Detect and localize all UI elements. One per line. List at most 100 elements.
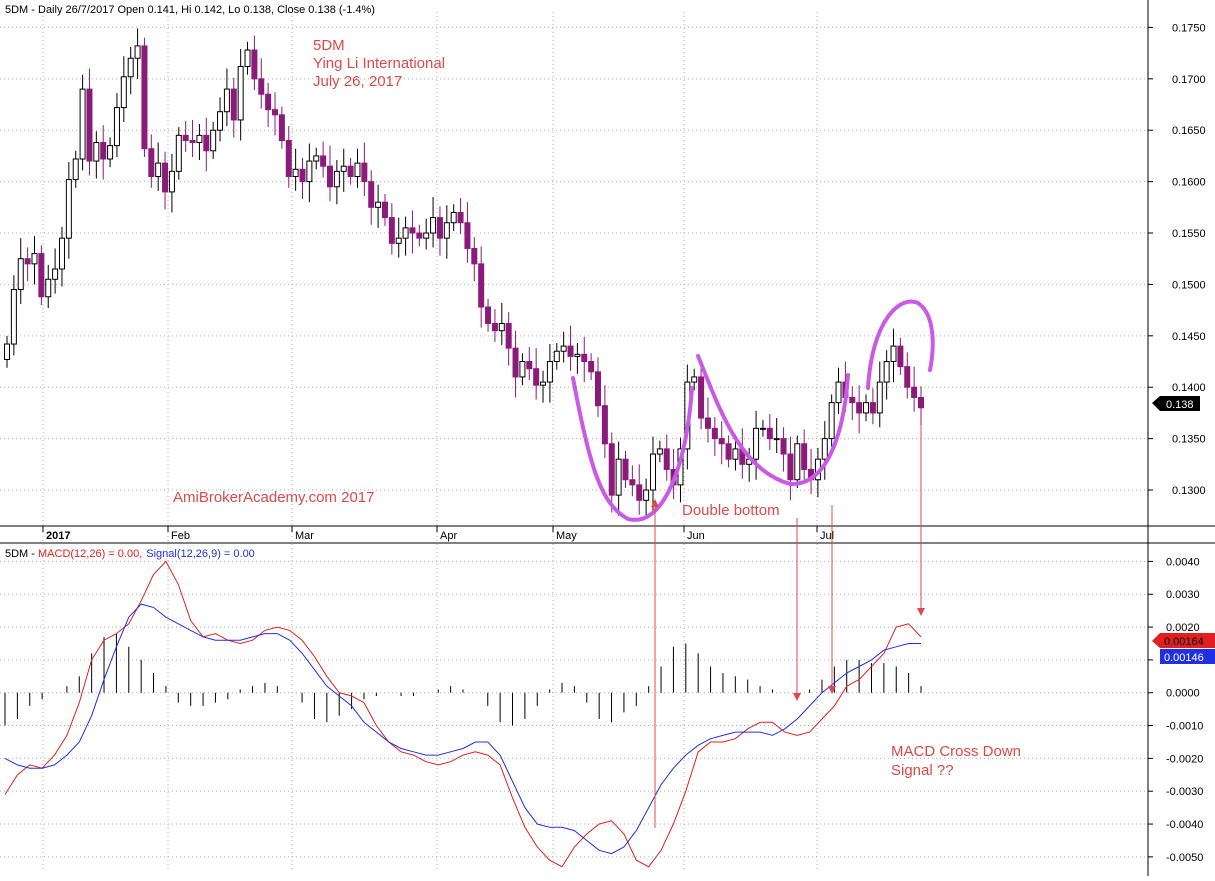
candle-body <box>58 237 65 270</box>
candle <box>615 441 622 516</box>
month-label: May <box>556 530 577 542</box>
month-label: Jun <box>687 530 705 542</box>
last-price-value: 0.138 <box>1166 399 1194 411</box>
price-axis-ticks: 0.1300 0.1350 0.1400 0.1450 0.1500 0.1550 0.16… <box>1148 22 1206 497</box>
arrow-head-2 <box>793 693 801 701</box>
cross-down-annotation-line2: Signal ?? <box>891 762 954 779</box>
candle-body <box>918 397 924 409</box>
candle-body <box>787 453 794 481</box>
candle <box>794 435 801 488</box>
candle-body <box>581 353 588 363</box>
candle <box>168 153 175 213</box>
candle-body <box>299 168 306 183</box>
macd-header-prefix: 5DM - <box>5 548 38 560</box>
candle <box>134 28 141 79</box>
candle <box>237 49 244 141</box>
candle <box>86 68 93 176</box>
candle <box>856 385 863 434</box>
macd-tick-label: -0.0040 <box>1166 819 1203 831</box>
candle-body <box>601 405 608 445</box>
candle <box>196 124 203 161</box>
price-tick-label: 0.1550 <box>1172 228 1206 240</box>
candle-body <box>883 361 890 383</box>
candle <box>869 388 876 425</box>
macd-grid <box>0 12 1148 870</box>
candle-body <box>835 381 842 404</box>
candle <box>189 119 196 157</box>
candle <box>808 448 815 495</box>
candle-body <box>45 278 52 298</box>
candle <box>251 35 258 91</box>
candle-body <box>223 88 230 113</box>
candle <box>299 157 306 200</box>
candle-body <box>821 438 828 460</box>
candle <box>622 450 629 488</box>
candle-body <box>780 438 787 455</box>
candle <box>911 366 918 412</box>
price-tick-label: 0.1700 <box>1172 74 1206 86</box>
macd-tick-label: -0.0020 <box>1166 753 1203 765</box>
candle-body <box>876 381 883 414</box>
candle <box>148 134 155 188</box>
candle <box>725 435 732 468</box>
month-label: Jul <box>820 530 834 542</box>
candle <box>890 328 897 383</box>
candle-body <box>381 201 388 219</box>
candle <box>849 386 856 421</box>
macd-axis-ticks: 0.00400.00300.00200.00100.0000-0.0010-0.… <box>1148 556 1203 864</box>
candle <box>629 465 636 497</box>
month-label: 2017 <box>46 530 70 542</box>
candle-body <box>622 458 629 481</box>
candle <box>711 417 718 457</box>
price-tick-label: 0.1500 <box>1172 279 1206 291</box>
candle <box>471 237 478 282</box>
macd-header: 5DM - MACD(12,26) = 0.00, Signal(12,26,9)… <box>5 548 255 560</box>
candle-body <box>388 217 395 244</box>
candle <box>718 421 725 465</box>
candle-body <box>251 49 258 80</box>
macd-header-signal: Signal(12,26,9) = 0.00 <box>146 548 255 560</box>
candle-body <box>86 88 93 162</box>
candle-body <box>100 142 107 160</box>
candle-body <box>375 201 382 208</box>
candle-body <box>773 438 780 441</box>
candle <box>326 145 333 202</box>
candle <box>773 418 780 454</box>
price-tick-label: 0.1300 <box>1172 485 1206 497</box>
candle <box>876 361 883 428</box>
candle-body <box>141 45 148 150</box>
macd-tick-label: 0.0020 <box>1166 622 1200 634</box>
candle <box>175 127 182 180</box>
candle-body <box>574 353 581 357</box>
candle-body <box>79 88 86 160</box>
macd-tick-label: 0.0030 <box>1166 589 1200 601</box>
candle <box>272 92 279 136</box>
candle <box>45 264 52 309</box>
price-tick-label: 0.1750 <box>1172 22 1206 34</box>
candle <box>443 205 450 259</box>
candle-body <box>595 371 602 407</box>
candle <box>595 357 602 418</box>
candle <box>498 302 505 346</box>
candle <box>918 386 924 426</box>
candle <box>863 394 870 422</box>
candle-body <box>897 345 904 368</box>
candle <box>643 478 650 518</box>
candle-body <box>519 361 526 378</box>
candle <box>361 142 368 197</box>
candle <box>388 203 395 255</box>
candle <box>540 370 547 403</box>
candle-body <box>485 306 492 324</box>
candle-body <box>526 361 533 370</box>
candle-body <box>533 368 540 386</box>
candle <box>10 275 17 356</box>
candle-body <box>711 427 718 440</box>
candle-body <box>313 155 320 162</box>
candle <box>395 217 402 258</box>
candle <box>512 330 519 398</box>
candle-body <box>430 217 437 234</box>
candle-body <box>217 111 224 131</box>
candle <box>574 343 581 374</box>
candle <box>347 157 354 185</box>
